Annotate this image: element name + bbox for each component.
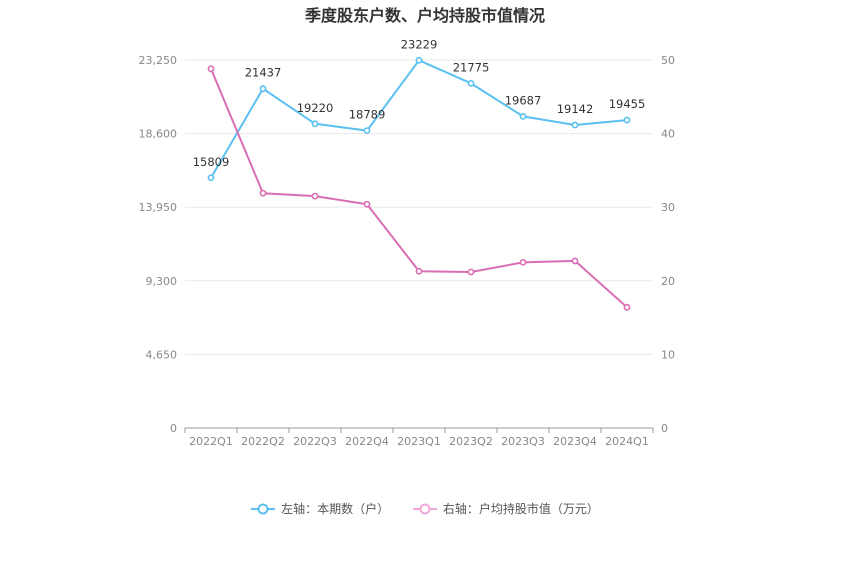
x-axis-tick-label: 2023Q2 <box>449 435 493 448</box>
series-point-0 <box>415 56 423 64</box>
data-label: 21437 <box>245 66 282 80</box>
legend-item-right-series[interactable]: 右轴：户均持股市值（万元） <box>412 500 599 517</box>
x-axis-tick-label: 2023Q1 <box>397 435 441 448</box>
series-point-0 <box>311 120 319 128</box>
series-point-0 <box>363 127 371 135</box>
data-label: 19687 <box>505 93 542 107</box>
x-axis-tick-label: 2022Q3 <box>293 435 337 448</box>
right-axis-tick-label: 10 <box>661 348 675 361</box>
x-axis-tick-label: 2022Q2 <box>241 435 285 448</box>
left-axis-tick-label: 0 <box>170 422 177 435</box>
legend-item-left-series[interactable]: 左轴：本期数（户） <box>251 500 389 517</box>
series-point-0 <box>623 116 631 124</box>
legend-marker-right-icon <box>412 503 437 514</box>
series-point-0 <box>519 112 527 120</box>
left-axis-tick-label: 23,250 <box>139 54 178 67</box>
series <box>207 56 631 311</box>
series-point-1 <box>311 192 319 200</box>
series-point-0 <box>259 85 267 93</box>
right-axis-tick-label: 20 <box>661 275 675 288</box>
data-label: 23229 <box>401 37 438 51</box>
right-axis-tick-label: 40 <box>661 128 675 141</box>
right-axis-tick-label: 30 <box>661 201 675 214</box>
data-label: 19142 <box>557 102 594 116</box>
legend: 左轴：本期数（户） 右轴：户均持股市值（万元） <box>0 500 850 518</box>
series-point-1 <box>571 257 579 265</box>
x-axis-tick-label: 2022Q4 <box>345 435 389 448</box>
series-point-1 <box>467 268 475 276</box>
x-axis-tick-label: 2024Q1 <box>605 435 649 448</box>
series-point-0 <box>207 174 215 182</box>
x-axis-tick-label: 2023Q3 <box>501 435 545 448</box>
chart-title: 季度股东户数、户均持股市值情况 <box>304 6 545 25</box>
series-point-1 <box>363 200 371 208</box>
data-label: 21775 <box>453 60 490 74</box>
data-label: 15809 <box>193 155 230 169</box>
series-point-1 <box>415 267 423 275</box>
x-axis-tick-label: 2023Q4 <box>553 435 597 448</box>
axes: 0 0 4,650 10 9,300 20 13,950 30 18,600 40 23,250 50… <box>139 54 676 448</box>
series-point-0 <box>467 79 475 87</box>
data-label: 19455 <box>609 97 646 111</box>
left-axis-tick-label: 13,950 <box>139 201 178 214</box>
series-point-1 <box>259 189 267 197</box>
right-axis-tick-label: 0 <box>661 422 668 435</box>
left-axis-tick-label: 9,300 <box>146 275 178 288</box>
x-axis-tick-label: 2022Q1 <box>189 435 233 448</box>
right-axis-tick-label: 50 <box>661 54 675 67</box>
legend-label-left: 左轴：本期数（户） <box>281 502 390 516</box>
legend-label-right: 右轴：户均持股市值（万元） <box>442 502 599 516</box>
data-label: 19220 <box>297 101 334 115</box>
left-axis-tick-label: 18,600 <box>139 128 178 141</box>
data-labels: 15809 21437 19220 18789 23229 21775 19687 19142… <box>193 37 646 168</box>
series-point-1 <box>519 258 527 266</box>
data-label: 18789 <box>349 108 386 122</box>
left-axis-tick-label: 4,650 <box>146 348 178 361</box>
legend-marker-left-icon <box>251 503 276 514</box>
series-point-1 <box>207 65 215 73</box>
series-point-0 <box>571 121 579 129</box>
series-point-1 <box>623 303 631 311</box>
